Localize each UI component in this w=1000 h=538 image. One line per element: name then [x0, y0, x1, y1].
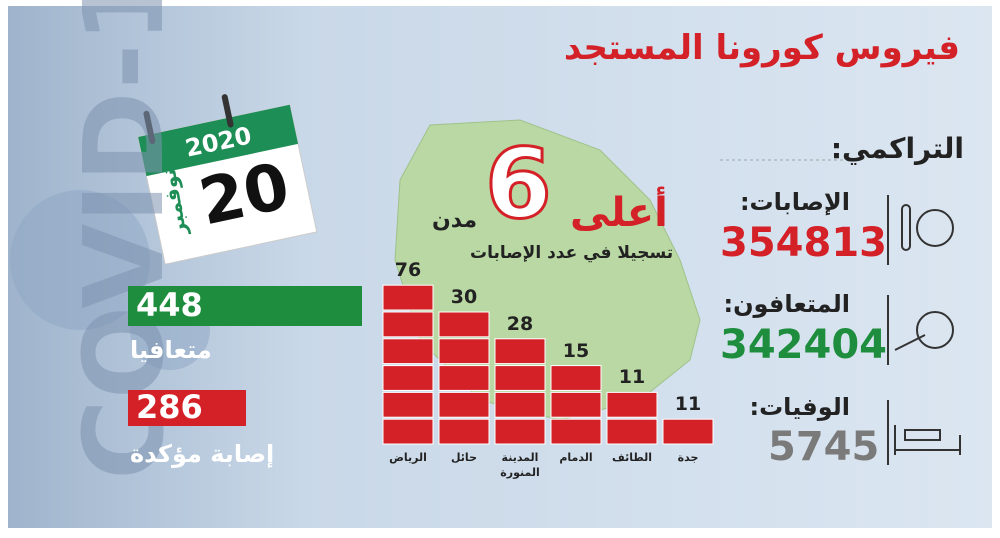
- block: [494, 391, 546, 418]
- city-name: الرياض: [389, 451, 427, 464]
- virus: [10, 190, 150, 330]
- heading-number: 6: [484, 127, 554, 242]
- city-name: جدة: [677, 451, 699, 464]
- daily-label: متعافيا: [130, 336, 212, 364]
- stat-label: الإصابات:: [739, 188, 850, 216]
- daily-value: 448: [136, 286, 203, 324]
- city-name: حائل: [450, 451, 477, 464]
- heading-suffix: مدن: [432, 208, 478, 233]
- block: [550, 418, 602, 445]
- block: [494, 365, 546, 391]
- ring: [143, 110, 156, 145]
- calendar-header: [138, 104, 299, 177]
- ring: [221, 94, 234, 128]
- block: [438, 391, 490, 418]
- block: [438, 338, 490, 365]
- block: [382, 391, 434, 418]
- city-value: 11: [618, 366, 646, 389]
- block: [550, 391, 602, 418]
- calendar: [137, 94, 318, 265]
- daily-box: [128, 286, 362, 326]
- block: [382, 338, 434, 365]
- city-value: 15: [562, 339, 590, 362]
- city-value: 11: [674, 393, 702, 416]
- daily-box: [128, 390, 246, 426]
- heading-subtitle: تسجيلا في عدد الإصابات: [470, 243, 674, 263]
- block: [438, 311, 490, 338]
- city-value: 30: [450, 286, 478, 308]
- cumulative-label: التراكمي:: [830, 132, 964, 165]
- city-name: الدمام: [559, 451, 593, 464]
- stat-value: 342404: [720, 322, 887, 368]
- stat-label: المتعافون:: [723, 290, 850, 318]
- daily-value: 286: [136, 388, 203, 426]
- daily-label: إصابة مؤكدة: [130, 440, 275, 468]
- city-value: 28: [506, 312, 534, 335]
- block: [382, 284, 434, 311]
- stat-label: الوفيات:: [749, 393, 850, 421]
- block: [438, 365, 490, 391]
- block: [494, 418, 546, 445]
- block: [382, 365, 434, 391]
- block: [662, 418, 714, 445]
- city-name: الطائف: [612, 451, 652, 464]
- block: [382, 311, 434, 338]
- city-value: 76: [394, 259, 422, 282]
- block: [438, 418, 490, 445]
- heading-prefix: أعلى: [570, 190, 668, 236]
- title: فيروس كورونا المستجد: [563, 28, 960, 68]
- block: [494, 338, 546, 365]
- block: [550, 365, 602, 391]
- block: [606, 391, 658, 418]
- city-name: المدينة المنورة: [500, 451, 540, 479]
- block: [606, 418, 658, 445]
- block: [382, 418, 434, 445]
- stat-value: 354813: [720, 220, 887, 266]
- icon-boxes: [887, 195, 961, 465]
- stat-value: 5745: [768, 424, 880, 470]
